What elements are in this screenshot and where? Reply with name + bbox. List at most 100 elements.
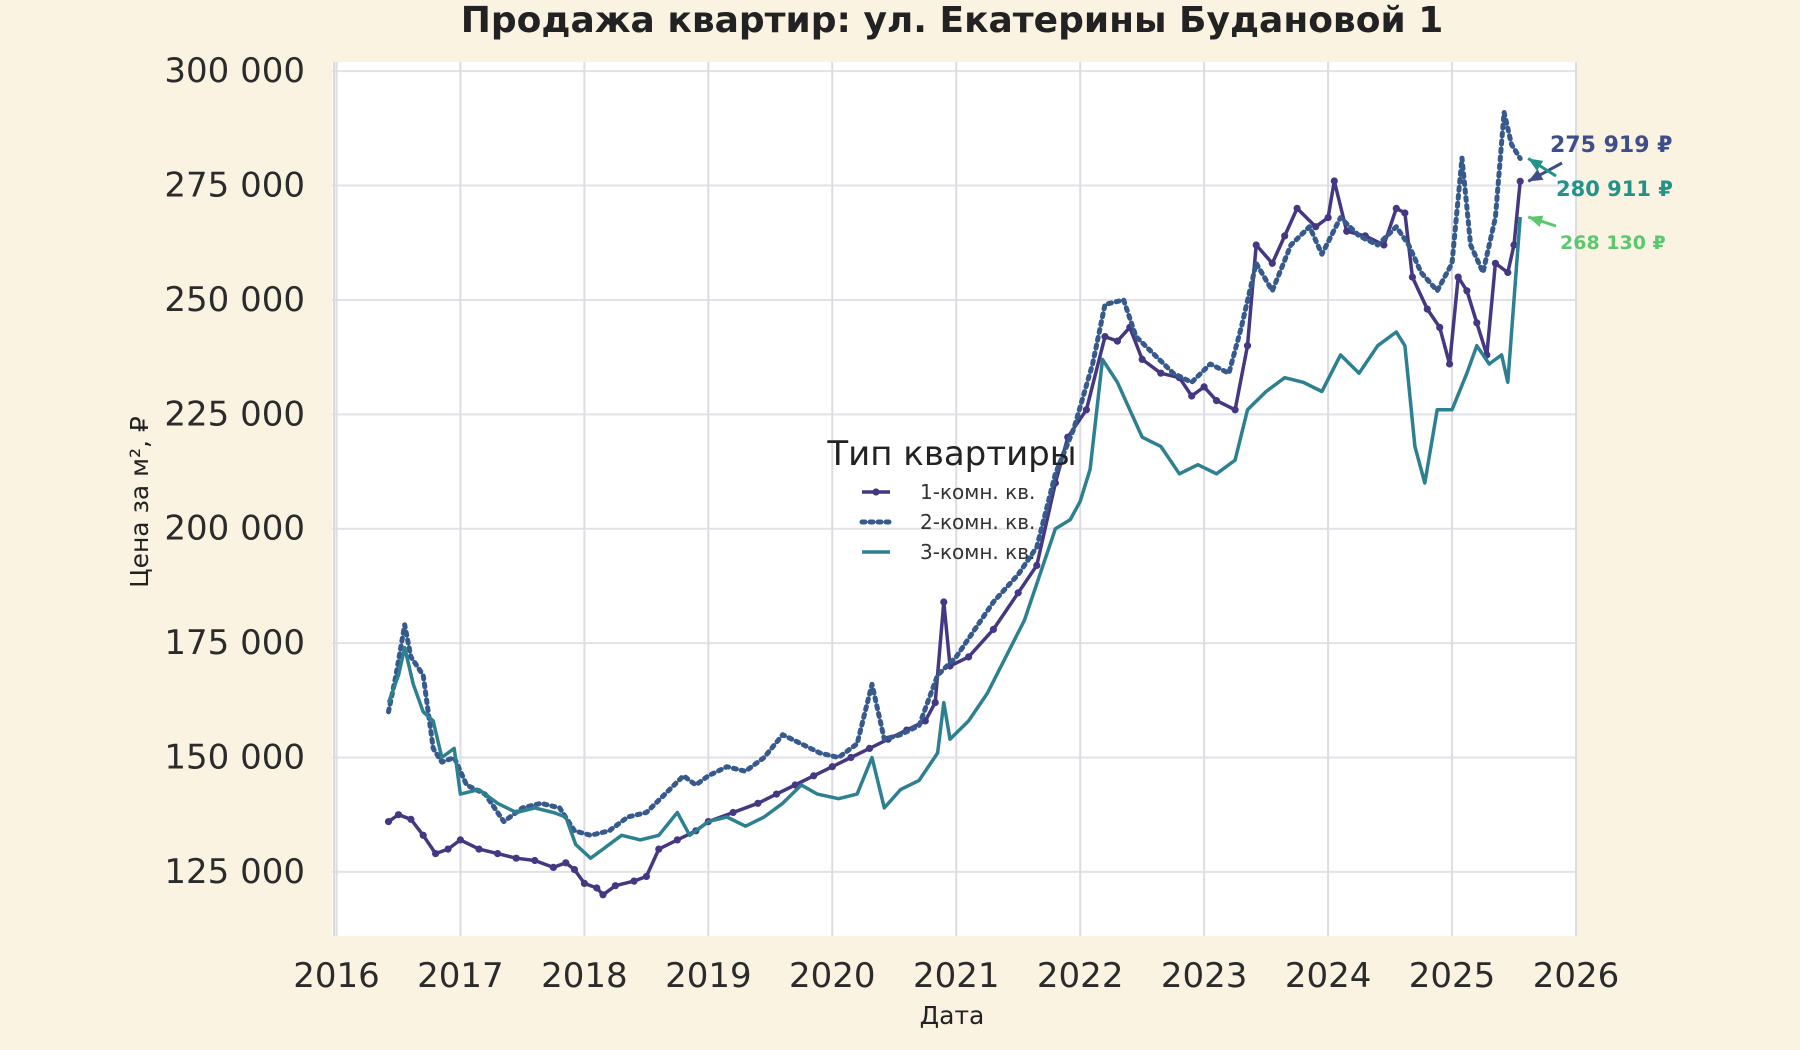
data-point [531,856,539,865]
data-point [828,763,836,771]
x-tick-label: 2018 [541,956,628,996]
data-point [989,625,998,634]
end-value-label: 268 130 ₽ [1560,232,1666,254]
data-point [1268,259,1276,267]
data-point [580,879,589,888]
x-tick-label: 2022 [1037,956,1124,996]
data-point [1212,397,1221,405]
data-point [1463,287,1471,295]
data-point [549,863,558,872]
data-point [1380,241,1388,249]
end-label-arrowhead [1528,169,1544,182]
data-point [1113,337,1121,345]
data-point [419,831,427,839]
series-line-3 [386,216,1522,860]
data-point [1188,392,1196,400]
data-point [729,808,737,817]
x-tick-label: 2021 [913,956,1000,996]
data-point [1330,177,1338,185]
data-point [1510,241,1518,249]
y-tick-label: 275 000 [164,166,305,206]
y-tick-label: 150 000 [164,738,305,778]
data-point [1436,323,1444,331]
data-point [1281,232,1289,240]
data-point [570,866,579,874]
legend-label: 1-комн. кв. [920,480,1035,504]
data-point [1491,259,1499,267]
end-label-arrowhead [1528,215,1544,228]
data-point [1343,227,1351,235]
y-tick-label: 225 000 [164,394,305,434]
data-point [562,859,570,867]
data-point [940,598,948,606]
data-point [1082,406,1090,414]
data-point [1454,273,1462,281]
x-tick-label: 2019 [665,956,752,996]
data-point [1392,204,1400,212]
data-point [1408,273,1416,281]
data-point [384,818,393,826]
data-point [754,799,762,807]
x-tick-label: 2020 [789,956,876,996]
y-axis-label: Цена за м², ₽ [125,416,154,588]
data-point [1014,589,1022,597]
x-tick-label: 2025 [1409,956,1496,996]
data-point [655,845,663,853]
data-point [1473,319,1481,327]
data-point [847,753,855,762]
data-point [931,699,939,707]
x-tick-label: 2017 [417,956,504,996]
data-point [456,836,464,844]
series-line-2 [386,109,1523,838]
data-point [1446,360,1454,368]
end-value-label: 275 919 ₽ [1550,133,1672,158]
chart-title: Продажа квартир: ул. Екатерины Будановой… [461,0,1444,41]
series-layer [384,109,1524,899]
data-point [432,850,440,858]
end-value-label: 280 911 ₽ [1556,177,1673,201]
data-point [1101,333,1109,341]
x-tick-label: 2016 [293,956,380,996]
data-point [1293,204,1301,212]
data-point [673,836,681,844]
y-tick-label: 175 000 [164,623,305,663]
data-point [611,882,620,890]
data-point [1401,209,1409,217]
x-tick-label: 2023 [1161,956,1248,996]
plot-background [332,62,1576,936]
data-point [630,877,638,885]
data-point [1033,561,1041,570]
x-axis-label: Дата [920,1001,985,1030]
data-point [1200,383,1208,391]
data-point [444,845,452,853]
y-tick-label: 200 000 [164,509,305,549]
data-point [1516,177,1524,185]
data-point [772,790,781,798]
y-tick-label: 125 000 [164,852,305,892]
end-labels: 275 919 ₽ 280 911 ₽ 268 130 ₽ [1527,133,1673,254]
legend-title: Тип квартиры [826,434,1076,474]
data-point [865,744,874,753]
data-point [1138,355,1146,363]
legend-marker [872,488,880,496]
data-point [512,854,520,862]
x-axis-ticks: 2016 2017 2018 2019 2020 2021 2022 2023 2024 2025… [293,956,1619,996]
data-point [791,781,799,789]
legend-label: 2-комн. кв. [920,510,1035,534]
data-point [593,884,601,892]
legend: Тип квартиры 1-комн. кв. 2-комн. кв. 3-ком… [826,434,1076,564]
y-tick-label: 250 000 [164,280,305,320]
data-point [394,811,403,819]
data-point [1423,305,1431,313]
data-point [407,815,415,823]
x-tick-label: 2026 [1533,956,1620,996]
legend-label: 3-комн. кв. [920,540,1035,564]
data-point [1252,241,1260,249]
data-point [1504,268,1512,277]
x-tick-label: 2024 [1285,956,1372,996]
data-point [1324,214,1332,222]
end-label-arrowhead [1528,158,1544,172]
data-point [1312,223,1320,231]
data-point [599,891,607,899]
